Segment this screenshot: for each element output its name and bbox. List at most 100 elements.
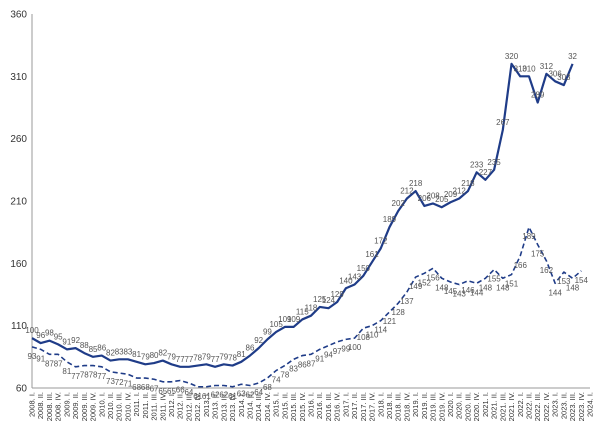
- data-label: 105: [269, 320, 283, 329]
- data-label: 267: [496, 118, 510, 127]
- x-tick-label: 2013. III.: [219, 392, 228, 421]
- data-label: 94: [324, 351, 333, 360]
- data-label: 78: [193, 354, 202, 363]
- x-tick-label: 2010. II.: [106, 392, 115, 419]
- data-label: 233: [470, 160, 484, 169]
- data-label: 92: [71, 336, 80, 345]
- data-label: 77: [71, 372, 80, 381]
- x-tick-label: 2017. II.: [350, 392, 359, 419]
- data-label: 61: [193, 392, 202, 401]
- data-label: 114: [374, 326, 387, 335]
- data-label: 78: [280, 371, 289, 380]
- data-label: 148: [435, 283, 449, 292]
- x-tick-label: 2016. I.: [307, 392, 316, 417]
- data-label: 209: [444, 190, 458, 199]
- data-label: 68: [263, 383, 272, 392]
- x-tick-label: 2011. IV.: [158, 392, 167, 421]
- x-tick-label: 2009. II.: [71, 392, 80, 419]
- data-label: 146: [461, 286, 475, 295]
- x-tick-label: 2012. II.: [176, 392, 185, 419]
- data-label: 83: [289, 364, 298, 373]
- data-label: 99: [263, 327, 272, 336]
- data-label: 93: [28, 352, 37, 361]
- data-label: 97: [333, 347, 342, 356]
- data-label: 80: [150, 351, 159, 360]
- data-label: 79: [202, 352, 211, 361]
- x-tick-label: 2021. II.: [490, 392, 499, 419]
- data-label: 109: [278, 315, 292, 324]
- data-label: 86: [97, 344, 106, 353]
- data-label: 87: [45, 359, 54, 368]
- data-label: 96: [36, 331, 45, 340]
- data-label: 144: [548, 288, 562, 297]
- data-label: 100: [348, 343, 362, 352]
- data-label: 77: [184, 355, 193, 364]
- data-label: 98: [45, 329, 54, 338]
- data-label: 128: [392, 308, 406, 317]
- data-label: 79: [219, 352, 228, 361]
- x-tick-label: 2014. II.: [245, 392, 254, 419]
- series-line-dashed: [31, 226, 582, 388]
- data-label: 320: [505, 52, 519, 61]
- y-tick-label: 110: [11, 321, 27, 332]
- data-label: 206: [418, 194, 432, 203]
- data-label: 154: [575, 276, 589, 285]
- data-label: 87: [54, 359, 63, 368]
- data-label: 81: [62, 367, 71, 376]
- data-label: 86: [298, 361, 307, 370]
- x-tick-label: 2015. IV.: [298, 392, 307, 421]
- x-tick-label: 2014. III.: [254, 392, 263, 421]
- data-label: 227: [479, 168, 493, 177]
- x-tick-label: 2023. III.: [568, 392, 577, 421]
- x-tick-label: 2019. III.: [429, 392, 438, 421]
- data-label: 100: [25, 326, 39, 335]
- data-label: 64: [184, 388, 193, 397]
- data-label: 85: [89, 345, 98, 354]
- x-tick-label: 2023. II.: [559, 392, 568, 419]
- data-label: 143: [348, 273, 362, 282]
- data-label: 79: [167, 352, 176, 361]
- x-tick-label: 2020. IV.: [472, 392, 481, 421]
- data-label: 156: [426, 273, 440, 282]
- x-tick-label: 2020. I.: [446, 392, 455, 417]
- data-label: 91: [315, 354, 324, 363]
- y-tick-label: 360: [10, 10, 27, 21]
- data-label: 66: [176, 386, 185, 395]
- data-label: 306: [548, 69, 562, 78]
- data-label: 88: [80, 341, 89, 350]
- data-label: 71: [123, 379, 132, 388]
- data-label: 65: [167, 387, 176, 396]
- data-label: 83: [123, 347, 132, 356]
- data-label: 189: [383, 215, 397, 224]
- data-label: 67: [150, 384, 159, 393]
- data-label: 148: [496, 283, 510, 292]
- data-label: 77: [176, 355, 185, 364]
- data-label: 77: [97, 372, 106, 381]
- x-tick-label: 2020. II.: [455, 392, 464, 419]
- data-label: 124: [322, 296, 336, 305]
- x-tick-label: 2022. III.: [533, 392, 542, 421]
- data-label: 212: [453, 187, 467, 196]
- data-label: 78: [80, 371, 89, 380]
- x-tick-label: 2021. IV.: [507, 392, 516, 421]
- data-label: 155: [487, 275, 501, 284]
- x-tick-label: 2014. I.: [237, 392, 246, 417]
- x-tick-label: 2018. IV.: [402, 392, 411, 421]
- data-label: 99: [341, 344, 350, 353]
- data-label: 78: [89, 371, 98, 380]
- x-tick-label: 2017. I.: [341, 392, 350, 417]
- x-tick-label: 2014. IV.: [263, 392, 272, 421]
- data-label: 145: [444, 287, 458, 296]
- x-tick-label: 2013. II.: [211, 392, 220, 419]
- x-tick-label: 2009. IV.: [89, 392, 98, 421]
- data-label: 312: [540, 62, 554, 71]
- data-label: 208: [426, 191, 440, 200]
- data-label: 140: [339, 276, 353, 285]
- x-tick-label: 2008. I.: [28, 392, 37, 417]
- data-label: 121: [383, 317, 397, 326]
- data-label: 110: [366, 331, 379, 340]
- y-tick-label: 260: [10, 134, 27, 145]
- data-label: 108: [357, 333, 371, 342]
- y-tick-label: 60: [16, 384, 28, 395]
